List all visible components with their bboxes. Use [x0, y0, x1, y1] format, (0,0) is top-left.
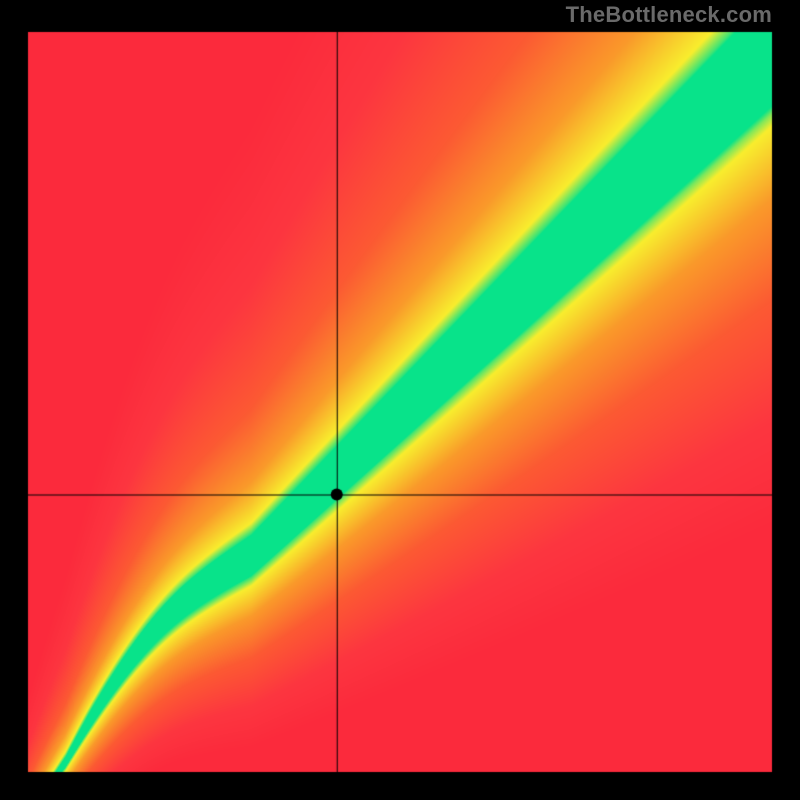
root-container: TheBottleneck.com — [0, 0, 800, 800]
heatmap-area — [0, 0, 800, 800]
bottleneck-heatmap-canvas — [0, 0, 800, 800]
watermark-label: TheBottleneck.com — [566, 2, 772, 28]
